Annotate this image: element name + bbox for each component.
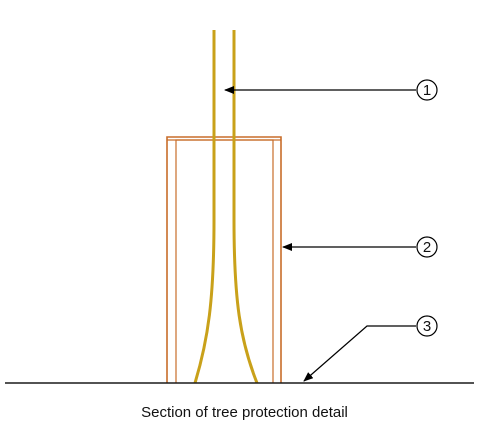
tree-trunk	[193, 30, 259, 384]
callout-3-number: 3	[423, 318, 431, 335]
callout-1-number: 1	[423, 82, 431, 99]
callout-2-number: 2	[423, 239, 431, 256]
callout-1: 1	[224, 79, 438, 101]
callout-2-circle	[416, 236, 438, 258]
callout-2: 2	[282, 236, 438, 258]
callout-3: 3	[303, 315, 438, 382]
leader-line-3	[303, 325, 416, 382]
callout-3-circle	[416, 315, 438, 337]
callout-1-circle	[416, 79, 438, 101]
diagram-caption: Section of tree protection detail	[141, 404, 348, 421]
protective-guard	[166, 136, 282, 383]
